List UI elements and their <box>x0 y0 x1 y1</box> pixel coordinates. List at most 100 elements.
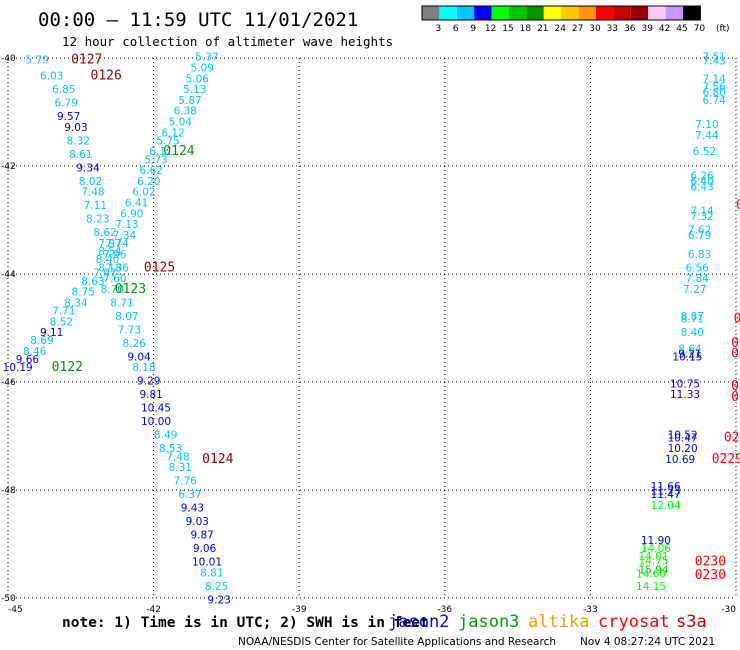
wave-height-point: 14.06 <box>641 543 671 555</box>
wave-height-point: 5.06 <box>186 73 210 85</box>
track-date-label: 0230 <box>695 568 726 583</box>
wave-height-point: 7.84 <box>685 273 709 285</box>
y-tick-label: -48 <box>1 486 16 496</box>
wave-height-point: 11.33 <box>670 389 700 401</box>
chart-title: 00:00 — 11:59 UTC 11/01/2021 <box>38 9 358 31</box>
wave-height-point: 6.62 <box>139 165 162 177</box>
chart-subtitle: 12 hour collection of altimeter wave hei… <box>62 34 393 49</box>
colorbar-swatch <box>526 6 544 20</box>
wave-height-point: 8.71 <box>110 297 133 309</box>
wave-height-point: 10.19 <box>3 362 33 374</box>
colorbar-swatch <box>422 6 440 20</box>
wave-height-point: 6.52 <box>693 146 716 158</box>
colorbar-label: 3 <box>436 24 442 34</box>
wave-height-point: 7.97 <box>93 268 116 280</box>
wave-height-point: 9.57 <box>57 111 80 123</box>
wave-height-point: 10.52 <box>668 430 698 442</box>
wave-height-point: 6.20 <box>137 176 160 188</box>
colorbar-swatch <box>648 6 666 20</box>
wave-height-point: 8.40 <box>96 254 119 266</box>
track-date-label: 0229 <box>731 336 740 351</box>
wave-height-point: 12.04 <box>651 500 681 512</box>
colorbar-swatch <box>665 6 683 20</box>
wave-height-point: 9.06 <box>193 543 217 555</box>
wave-height-point: 7.97 <box>98 238 121 250</box>
wave-height-point: 10.69 <box>665 454 695 466</box>
colorbar-label: 27 <box>572 24 583 34</box>
colorbar: 3 6 9 12 15 18 21 24 27 30 33 36 39 42 45 70 (ft) <box>421 5 730 34</box>
colorbar-unit: (ft) <box>716 24 730 34</box>
wave-height-point: 11.66 <box>651 481 681 493</box>
track-date-label: 0123 <box>115 282 146 297</box>
wave-height-point: 7.27 <box>683 284 706 296</box>
track-date-label: 0126 <box>91 69 122 84</box>
wave-height-point: 8.70 <box>101 284 124 296</box>
colorbar-label: 21 <box>537 24 548 34</box>
wave-height-point: 6.41 <box>125 198 148 210</box>
wave-height-point: 6.79 <box>688 230 711 242</box>
colorbar-swatch <box>439 6 457 20</box>
wave-height-point: 5.37 <box>195 52 218 64</box>
track-date-label: 0230 <box>695 555 726 570</box>
track-date-label: 0229 <box>724 430 740 445</box>
colorbar-swatch <box>613 6 631 20</box>
wave-height-point: 6.12 <box>161 127 184 139</box>
x-tick-label: -30 <box>721 605 736 615</box>
wave-height-point: 14.75 <box>638 556 668 568</box>
wave-height-point: 8.61 <box>69 149 92 161</box>
colorbar-label: 15 <box>502 24 513 34</box>
legend-entry-cryosat: cryosat <box>598 612 670 632</box>
y-tick-label: -44 <box>1 270 16 280</box>
footer-credit: NOAA/NESDIS Center for Satellite Applica… <box>238 636 556 648</box>
track-date-label: 0124 <box>163 144 194 159</box>
axis-tick-labels: -45 -42 -39 -36 -33 -30 -40 -42 -44 -46 -48 -50 <box>1 54 736 615</box>
wave-height-point: 6.43 <box>690 181 713 193</box>
track-date-label: 0229 <box>731 379 740 394</box>
wave-height-point: 7.86 <box>106 262 130 274</box>
wave-height-point: 10.45 <box>141 403 171 415</box>
x-tick-label: -42 <box>146 605 161 615</box>
wave-height-point: 7.51 <box>702 52 725 64</box>
wave-height-point: 7.34 <box>113 230 137 242</box>
wave-height-point: 6.38 <box>173 106 196 118</box>
wave-height-point: 8.62 <box>93 227 116 239</box>
wave-height-point: 8.23 <box>86 214 109 226</box>
wave-height-point: 7.14 <box>702 73 726 85</box>
wave-height-point: 5.13 <box>183 84 206 96</box>
y-tick-label: -46 <box>1 378 16 388</box>
wave-height-point: 7.13 <box>115 219 138 231</box>
wave-height-point: 7.60 <box>103 273 126 285</box>
colorbar-swatch <box>456 6 475 20</box>
colorbar-label: 12 <box>485 24 496 34</box>
wave-height-point: 8.75 <box>72 287 95 299</box>
x-tick-label: -36 <box>437 605 452 615</box>
wave-height-point: 6.02 <box>132 187 155 199</box>
wave-height-point: 6.80 <box>702 87 725 99</box>
satellite-legend: jason2 jason3 altika cryosat s3a <box>388 612 707 632</box>
wave-height-point: 8.18 <box>132 362 155 374</box>
colorbar-label: 70 <box>694 24 706 34</box>
wave-height-point: 9.66 <box>16 354 40 366</box>
colorbar-label: 33 <box>607 24 618 34</box>
footer-timestamp: Nov 4 08:27:24 UTC 2021 <box>580 636 715 648</box>
wave-height-point: 7.96 <box>103 249 127 261</box>
wave-height-point: 10.00 <box>141 416 171 428</box>
track-date-label: 0229 <box>731 390 740 405</box>
wave-height-point: 9.87 <box>190 530 213 542</box>
colorbar-swatch <box>596 6 614 20</box>
colorbar-label: 45 <box>676 24 687 34</box>
wave-height-point: 8.54 <box>98 246 122 258</box>
wave-height-point: 8.34 <box>64 297 88 309</box>
wave-height-point: 8.81 <box>200 567 223 579</box>
wave-height-point: 10.15 <box>672 351 702 363</box>
x-tick-label: -45 <box>8 605 23 615</box>
wave-height-point: 6.37 <box>178 489 201 501</box>
wave-height-point: 9.03 <box>186 516 209 528</box>
colorbar-swatch <box>491 6 509 20</box>
x-tick-label: -33 <box>583 605 598 615</box>
wave-height-point: 9.11 <box>40 327 63 339</box>
wave-height-point: 11.47 <box>651 489 681 501</box>
colorbar-swatch <box>578 6 596 20</box>
wave-height-point: 6.11 <box>149 146 172 158</box>
